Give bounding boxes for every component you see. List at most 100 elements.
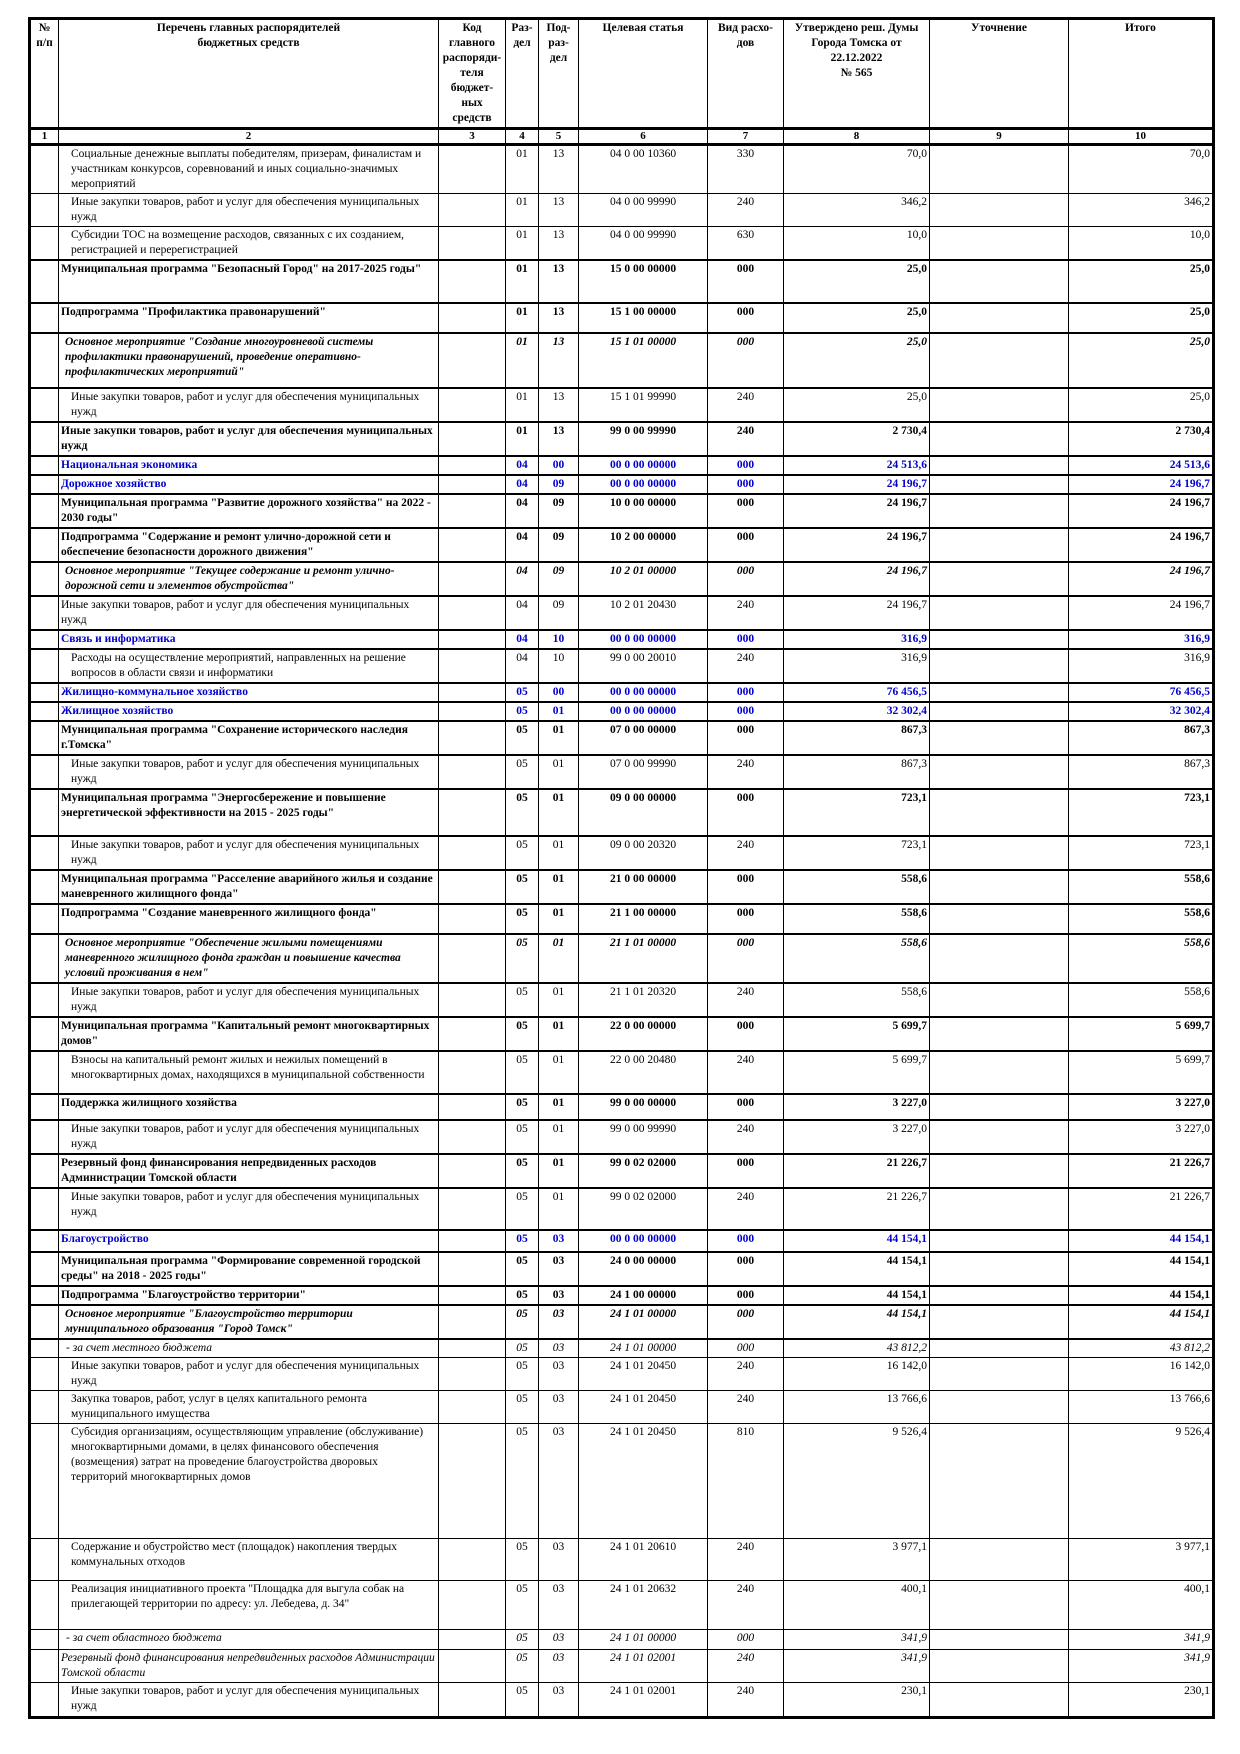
row-num-cell: [29, 1229, 59, 1253]
row-num-cell: [29, 302, 59, 334]
razdel-cell: 04: [505, 474, 539, 495]
clarification-cell: [929, 720, 1069, 756]
target-article-cell: 09 0 00 20320: [578, 835, 708, 871]
expense-type-cell: 240: [707, 1580, 784, 1630]
grbs-code-cell: [438, 982, 506, 1018]
table-row: Содержание и обустройство мест (площадок…: [29, 1538, 1214, 1581]
row-label-cell: Национальная экономика: [58, 455, 439, 476]
approved-cell: 723,1: [783, 835, 930, 871]
table-row: Основное мероприятие "Благоустройство те…: [29, 1304, 1214, 1340]
target-article-cell: 24 1 01 02001: [578, 1682, 708, 1718]
podrazdel-cell: 03: [538, 1285, 579, 1306]
header-label-row: № п/п Перечень главных распорядителей бю…: [29, 18, 1214, 129]
target-article-cell: 15 1 01 00000: [578, 332, 708, 389]
expense-type-cell: 240: [707, 1119, 784, 1155]
table-row: Основное мероприятие "Текущее содержание…: [29, 561, 1214, 597]
table-row: Иные закупки товаров, работ и услуг для …: [29, 754, 1214, 790]
approved-cell: 316,9: [783, 629, 930, 650]
expense-type-cell: 240: [707, 421, 784, 457]
expense-type-cell: 240: [707, 835, 784, 871]
podrazdel-cell: 10: [538, 629, 579, 650]
row-label-cell: Иные закупки товаров, работ и услуг для …: [58, 1357, 439, 1391]
target-article-cell: 00 0 00 00000: [578, 1229, 708, 1253]
total-cell: 25,0: [1068, 387, 1214, 423]
total-cell: 316,9: [1068, 629, 1214, 650]
target-article-cell: 24 0 00 00000: [578, 1251, 708, 1287]
total-cell: 316,9: [1068, 648, 1214, 684]
expense-type-cell: 240: [707, 387, 784, 423]
target-article-cell: 21 1 00 00000: [578, 903, 708, 935]
row-num-cell: [29, 1285, 59, 1306]
clarification-cell: [929, 1093, 1069, 1121]
row-num-cell: [29, 1119, 59, 1155]
total-cell: 341,9: [1068, 1629, 1214, 1650]
expense-type-cell: 000: [707, 1304, 784, 1340]
grbs-code-cell: [438, 1390, 506, 1424]
razdel-cell: 05: [505, 1187, 539, 1231]
target-article-cell: 00 0 00 00000: [578, 701, 708, 722]
razdel-cell: 05: [505, 933, 539, 984]
podrazdel-cell: 13: [538, 193, 579, 227]
row-label-cell: Подпрограмма "Создание маневренного жили…: [58, 903, 439, 935]
approved-cell: 5 699,7: [783, 1050, 930, 1095]
clarification-cell: [929, 1682, 1069, 1718]
row-num-cell: [29, 648, 59, 684]
total-cell: 25,0: [1068, 302, 1214, 334]
approved-cell: 25,0: [783, 332, 930, 389]
total-cell: 24 196,7: [1068, 595, 1214, 631]
approved-cell: 3 227,0: [783, 1093, 930, 1121]
approved-cell: 558,6: [783, 933, 930, 984]
razdel-cell: 01: [505, 332, 539, 389]
row-label-cell: Жилищное хозяйство: [58, 701, 439, 722]
total-cell: 230,1: [1068, 1682, 1214, 1718]
approved-cell: 32 302,4: [783, 701, 930, 722]
table-row: Жилищно-коммунальное хозяйство 05 00 00 0 0…: [29, 682, 1214, 703]
target-article-cell: 10 2 01 20430: [578, 595, 708, 631]
budget-table: № п/п Перечень главных распорядителей бю…: [28, 17, 1215, 1719]
approved-cell: 16 142,0: [783, 1357, 930, 1391]
row-num-cell: [29, 455, 59, 476]
razdel-cell: 05: [505, 682, 539, 703]
colnum-5: 5: [538, 127, 579, 146]
clarification-cell: [929, 1187, 1069, 1231]
total-cell: 3 977,1: [1068, 1538, 1214, 1581]
grbs-code-cell: [438, 869, 506, 905]
total-cell: 70,0: [1068, 144, 1214, 194]
podrazdel-cell: 03: [538, 1423, 579, 1539]
podrazdel-cell: 01: [538, 701, 579, 722]
table-row: Муниципальная программа "Капитальный рем…: [29, 1016, 1214, 1052]
table-body: Социальные денежные выплаты победителям,…: [29, 144, 1214, 1718]
podrazdel-cell: 01: [538, 933, 579, 984]
row-num-cell: [29, 720, 59, 756]
clarification-cell: [929, 595, 1069, 631]
header-clarification: Уточнение: [929, 18, 1069, 129]
row-label-cell: - за счет местного бюджета: [58, 1338, 439, 1358]
expense-type-cell: 000: [707, 903, 784, 935]
total-cell: 21 226,7: [1068, 1187, 1214, 1231]
clarification-cell: [929, 1338, 1069, 1358]
grbs-code-cell: [438, 493, 506, 529]
target-article-cell: 24 1 01 20450: [578, 1390, 708, 1424]
row-label-cell: Резервный фонд финансирования непредвиде…: [58, 1649, 439, 1683]
row-num-cell: [29, 1050, 59, 1095]
grbs-code-cell: [438, 788, 506, 837]
target-article-cell: 07 0 00 00000: [578, 720, 708, 756]
approved-cell: 25,0: [783, 387, 930, 423]
clarification-cell: [929, 701, 1069, 722]
grbs-code-cell: [438, 144, 506, 194]
target-article-cell: 00 0 00 00000: [578, 629, 708, 650]
table-row: Иные закупки товаров, работ и услуг для …: [29, 1357, 1214, 1391]
row-num-cell: [29, 835, 59, 871]
approved-cell: 341,9: [783, 1649, 930, 1683]
approved-cell: 400,1: [783, 1580, 930, 1630]
row-num-cell: [29, 754, 59, 790]
row-label-cell: Субсидии ТОС на возмещение расходов, свя…: [58, 226, 439, 261]
grbs-code-cell: [438, 332, 506, 389]
header-grbs-list: Перечень главных распорядителей бюджетны…: [58, 18, 439, 129]
row-label-cell: Содержание и обустройство мест (площадок…: [58, 1538, 439, 1581]
clarification-cell: [929, 561, 1069, 597]
razdel-cell: 05: [505, 1338, 539, 1358]
row-label-cell: Основное мероприятие "Обеспечение жилыми…: [58, 933, 439, 984]
total-cell: 43 812,2: [1068, 1338, 1214, 1358]
clarification-cell: [929, 455, 1069, 476]
